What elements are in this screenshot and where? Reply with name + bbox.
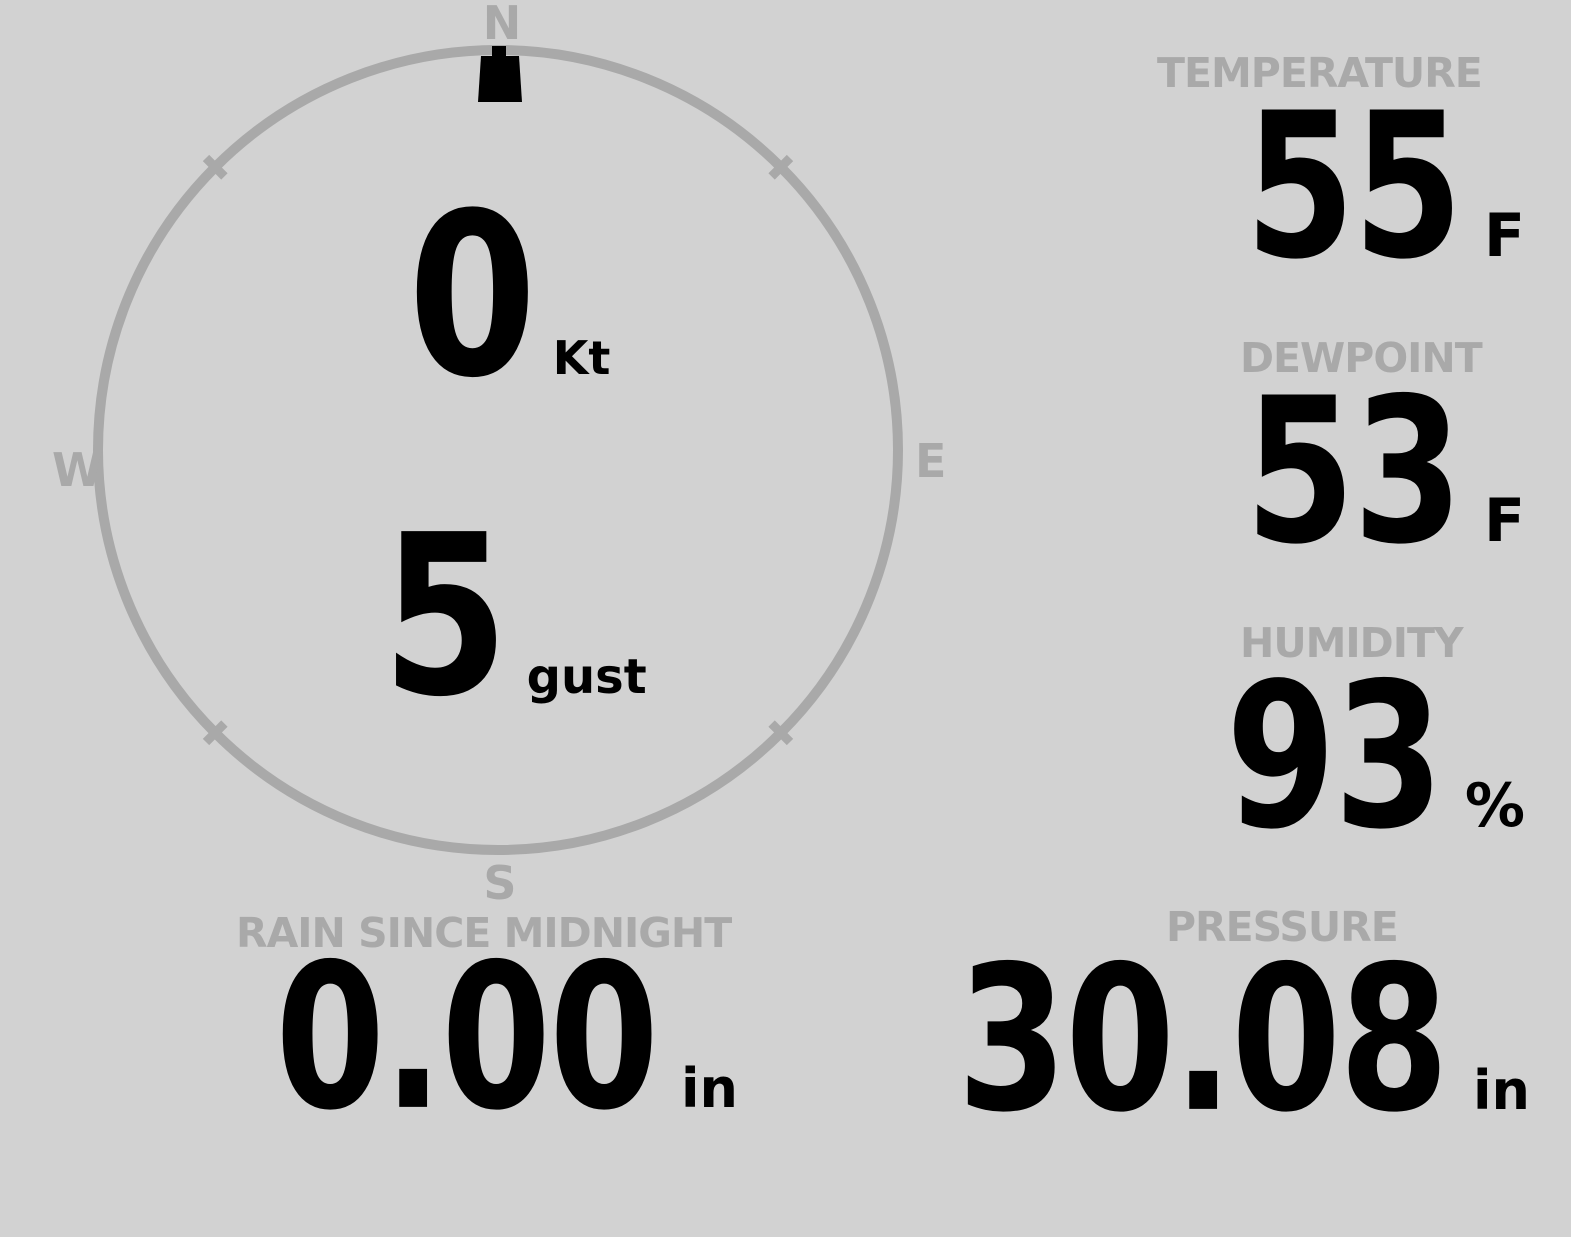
rain-value: 0.00 <box>275 921 659 1156</box>
compass-tick-ne <box>768 154 794 180</box>
pressure-value: 30.08 <box>957 923 1449 1158</box>
dewpoint-label: DEWPOINT <box>1240 334 1483 382</box>
temperature-unit: F <box>1484 201 1525 271</box>
compass-label-north: N <box>482 0 522 50</box>
rain-unit: in <box>681 1057 738 1120</box>
wind-direction-marker <box>478 56 522 102</box>
dewpoint-value: 53 <box>1245 355 1463 590</box>
dewpoint-unit: F <box>1484 486 1525 556</box>
wind-gust-unit: gust <box>526 649 647 705</box>
temperature-label: TEMPERATURE <box>1157 49 1483 97</box>
compass-label-east: E <box>915 434 947 488</box>
rain-metric: 0.00 in <box>275 938 738 1139</box>
compass-tick-sw <box>202 720 228 746</box>
wind-speed-unit: Kt <box>552 331 611 385</box>
temperature-value: 55 <box>1245 70 1463 305</box>
humidity-unit: % <box>1464 771 1525 841</box>
temperature-metric: 55 F <box>1245 87 1525 288</box>
compass-tick-nw <box>202 154 228 180</box>
wind-speed-value: 0 <box>408 164 537 428</box>
pressure-metric: 30.08 in <box>957 940 1530 1141</box>
compass-label-west: W <box>52 443 103 497</box>
wind-gust-value: 5 <box>382 486 509 746</box>
pressure-unit: in <box>1473 1059 1530 1122</box>
wind-speed: 0 Kt <box>408 183 611 409</box>
dewpoint-metric: 53 F <box>1245 372 1525 573</box>
rain-label: RAIN SINCE MIDNIGHT <box>236 909 732 957</box>
compass-tick-se <box>768 720 794 746</box>
pressure-label: PRESSURE <box>1166 903 1399 951</box>
wind-gust: 5 gust <box>382 505 647 727</box>
humidity-value: 93 <box>1226 640 1444 875</box>
humidity-metric: 93 % <box>1226 657 1525 858</box>
humidity-label: HUMIDITY <box>1240 619 1464 667</box>
compass-label-south: S <box>483 856 517 910</box>
